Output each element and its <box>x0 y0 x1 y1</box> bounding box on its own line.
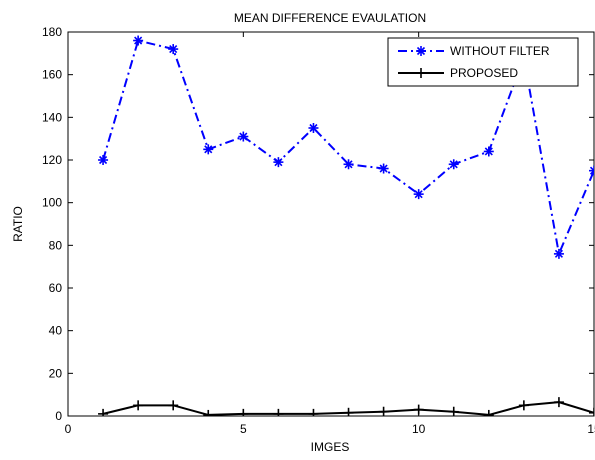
data-point-without-filter <box>238 132 248 142</box>
y-tick-label: 100 <box>42 196 62 210</box>
data-point-proposed <box>273 409 283 419</box>
chart-title: MEAN DIFFERENCE EVAULATION <box>234 11 426 25</box>
legend-label-proposed: PROPOSED <box>450 66 518 80</box>
data-point-proposed <box>133 400 143 410</box>
data-point-without-filter <box>98 155 108 165</box>
data-point-proposed <box>484 410 494 420</box>
data-point-without-filter <box>554 249 564 259</box>
data-point-proposed <box>308 409 318 419</box>
series-proposed <box>98 397 595 420</box>
plot-area: 0 20 40 60 80 100 120 140 160 180 0 5 10 15 <box>42 25 595 436</box>
y-tick-label: 180 <box>42 25 62 39</box>
data-point-proposed <box>449 407 459 417</box>
x-tick-label: 15 <box>587 422 595 436</box>
y-tick-label: 160 <box>42 68 62 82</box>
data-point-proposed <box>203 410 213 420</box>
data-point-without-filter <box>308 123 318 133</box>
data-point-proposed <box>168 400 178 410</box>
data-point-without-filter <box>414 189 424 199</box>
data-point-proposed <box>379 407 389 417</box>
x-tick-label: 10 <box>412 422 426 436</box>
data-point-proposed <box>238 409 248 419</box>
y-tick-label: 0 <box>55 409 62 423</box>
x-tick-label: 5 <box>240 422 247 436</box>
y-axis-label: RATIO <box>11 206 25 242</box>
y-tick-label: 120 <box>42 153 62 167</box>
legend: WITHOUT FILTER PROPOSED <box>388 38 578 86</box>
data-point-proposed <box>519 400 529 410</box>
y-tick-label: 140 <box>42 110 62 124</box>
data-point-proposed <box>98 409 108 419</box>
y-tick-label: 20 <box>49 366 63 380</box>
y-tick-label: 40 <box>49 324 63 338</box>
y-tick-label: 80 <box>49 238 63 252</box>
data-point-without-filter <box>379 164 389 174</box>
legend-label-without-filter: WITHOUT FILTER <box>450 44 550 58</box>
y-tick-label: 60 <box>49 281 63 295</box>
x-axis-label: IMGES <box>311 440 350 454</box>
data-point-proposed <box>554 397 564 407</box>
data-point-without-filter <box>168 44 178 54</box>
data-point-without-filter <box>344 159 354 169</box>
data-point-without-filter <box>133 36 143 46</box>
data-point-without-filter <box>449 159 459 169</box>
data-point-without-filter <box>273 157 283 167</box>
data-point-without-filter <box>484 146 494 156</box>
legend-marker-without-filter <box>416 46 426 56</box>
x-tick-label: 0 <box>65 422 72 436</box>
axes-frame <box>68 32 594 416</box>
data-point-proposed <box>414 405 424 415</box>
data-point-without-filter <box>203 144 213 154</box>
